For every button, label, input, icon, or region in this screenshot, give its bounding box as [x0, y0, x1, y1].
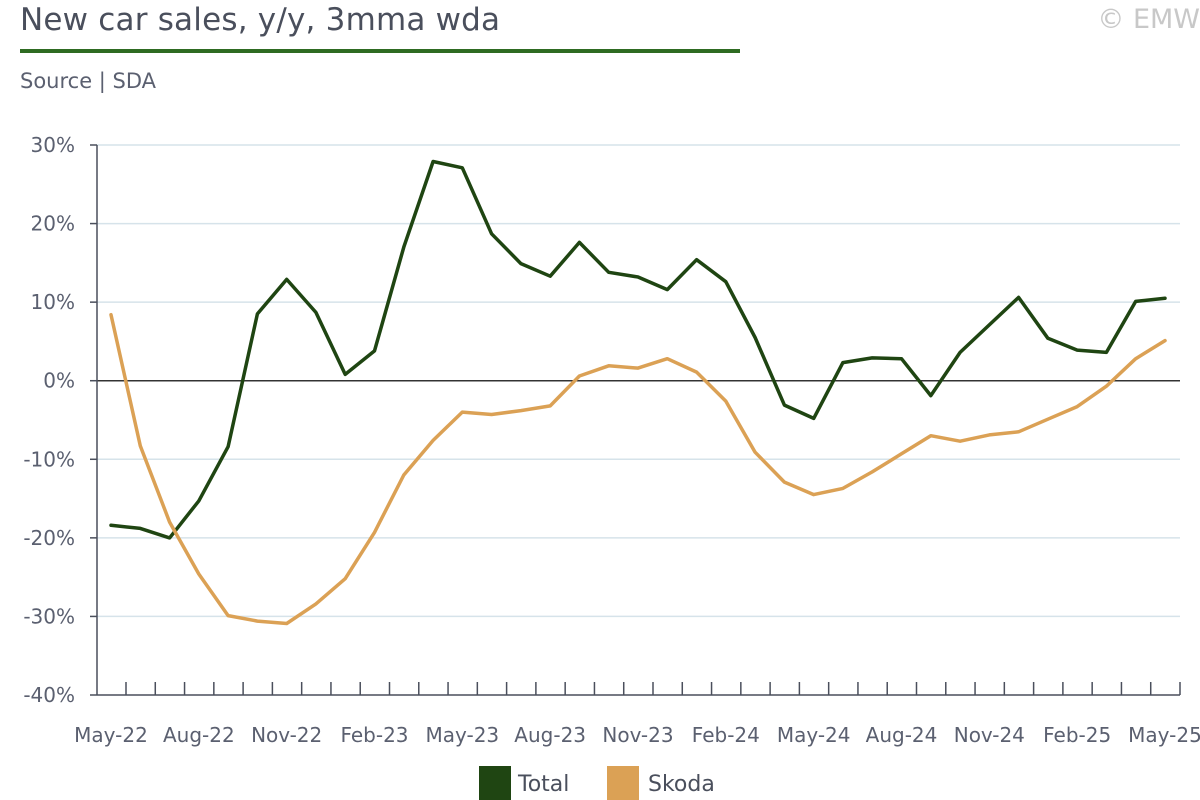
x-axis-tick-labels: May-22 Aug-22 Nov-22 Feb-23 May-23 Aug-23 Nov-…	[74, 723, 1200, 747]
legend: Total Skoda	[479, 766, 715, 800]
x-tick-label: Nov-22	[251, 723, 322, 747]
y-tick-label: 30%	[31, 133, 75, 157]
x-tick-label: May-22	[74, 723, 148, 747]
x-tick-label: May-25	[1128, 723, 1200, 747]
y-tick-label: -40%	[23, 683, 75, 707]
x-tick-label: May-24	[777, 723, 851, 747]
legend-swatch-total	[479, 766, 511, 800]
y-tick-label: -10%	[23, 447, 75, 471]
axes	[90, 144, 1181, 696]
series-lines	[109, 159, 1167, 626]
x-tick-label: Feb-25	[1043, 723, 1111, 747]
title-underline	[20, 49, 740, 53]
x-tick-label: Aug-23	[514, 723, 586, 747]
legend-swatch-skoda	[607, 766, 639, 800]
y-tick-label: 0%	[43, 369, 75, 393]
grid-lines	[97, 144, 1180, 618]
y-tick-label: 20%	[31, 212, 75, 236]
x-tick-label: Nov-24	[954, 723, 1025, 747]
chart-title: New car sales, y/y, 3mma wda	[20, 2, 501, 38]
y-axis-tick-labels: 30% 20% 10% 0% -10% -20% -30% -40%	[23, 133, 75, 707]
x-tick-label: Feb-24	[692, 723, 760, 747]
x-tick-label: Nov-23	[602, 723, 673, 747]
x-tick-label: May-23	[425, 723, 499, 747]
x-tick-label: Feb-23	[340, 723, 408, 747]
y-tick-label: -30%	[23, 604, 75, 628]
source-label: Source | SDA	[20, 69, 157, 93]
x-tick-label: Aug-24	[866, 723, 938, 747]
copyright-label: © EMW	[1097, 4, 1200, 35]
legend-label-total: Total	[517, 772, 569, 797]
y-tick-label: 10%	[31, 290, 75, 314]
legend-label-skoda: Skoda	[648, 772, 715, 797]
series-line-skoda	[109, 312, 1167, 626]
series-line-total	[109, 159, 1167, 540]
y-tick-label: -20%	[23, 526, 75, 550]
x-tick-label: Aug-22	[163, 723, 235, 747]
